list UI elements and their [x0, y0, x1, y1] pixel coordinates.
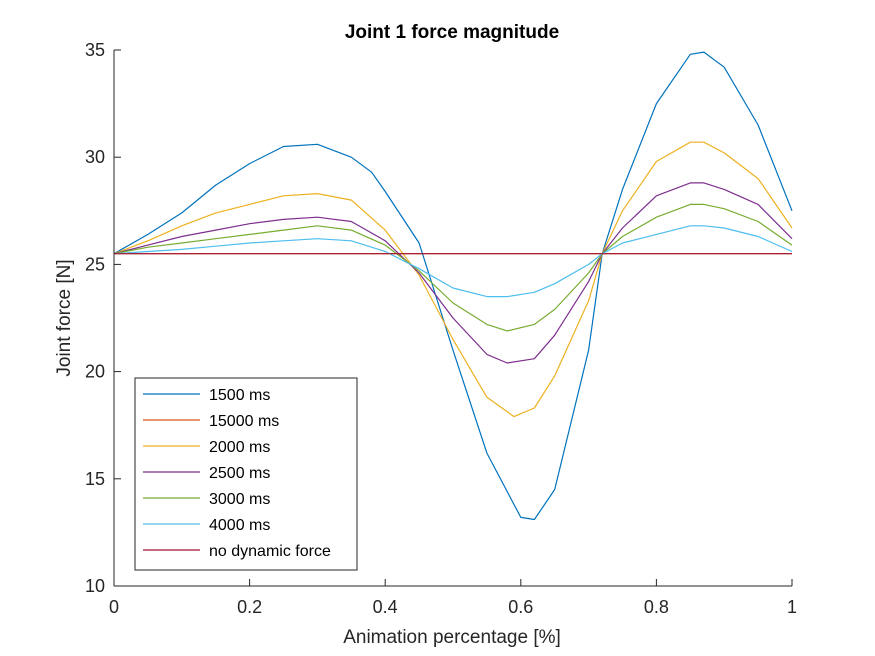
y-tick-label: 25 — [85, 254, 105, 274]
legend-label: 4000 ms — [209, 517, 270, 534]
y-axis-title: Joint force [N] — [54, 259, 75, 376]
legend-label: 2000 ms — [209, 439, 270, 456]
y-tick-label: 35 — [85, 40, 105, 60]
x-tick-label: 0.6 — [508, 597, 533, 617]
series-line-1 — [113, 51, 793, 521]
legend-box — [134, 377, 358, 571]
y-tick-label: 20 — [85, 362, 105, 382]
series-line-5 — [113, 203, 793, 332]
legend-label: 2500 ms — [209, 465, 270, 482]
legend-label: no dynamic force — [209, 543, 331, 560]
y-tick-label: 10 — [85, 576, 105, 596]
x-axis-title: Animation percentage [%] — [343, 627, 561, 648]
legend-label: 15000 ms — [209, 413, 279, 430]
x-tick-label: 0.4 — [373, 597, 398, 617]
series-line-6 — [113, 225, 793, 298]
series-lines — [113, 51, 793, 521]
x-tick-label: 1 — [787, 597, 797, 617]
axes: 0 0.2 0.4 0.6 0.8 1 10 15 20 25 30 35 — [85, 40, 797, 617]
y-tick-label: 15 — [85, 469, 105, 489]
x-tick-label: 0.8 — [644, 597, 669, 617]
series-line-4 — [113, 182, 793, 364]
x-tick-label: 0.2 — [237, 597, 262, 617]
legend-label: 3000 ms — [209, 491, 270, 508]
legend: 1500 ms 15000 ms 2000 ms 2500 ms 3000 ms 4000… — [134, 377, 358, 571]
series-line-3 — [113, 141, 793, 418]
y-tick-label: 30 — [85, 147, 105, 167]
legend-label: 1500 ms — [209, 387, 270, 404]
x-tick-label: 0 — [109, 597, 119, 617]
chart-title: Joint 1 force magnitude — [345, 22, 559, 43]
